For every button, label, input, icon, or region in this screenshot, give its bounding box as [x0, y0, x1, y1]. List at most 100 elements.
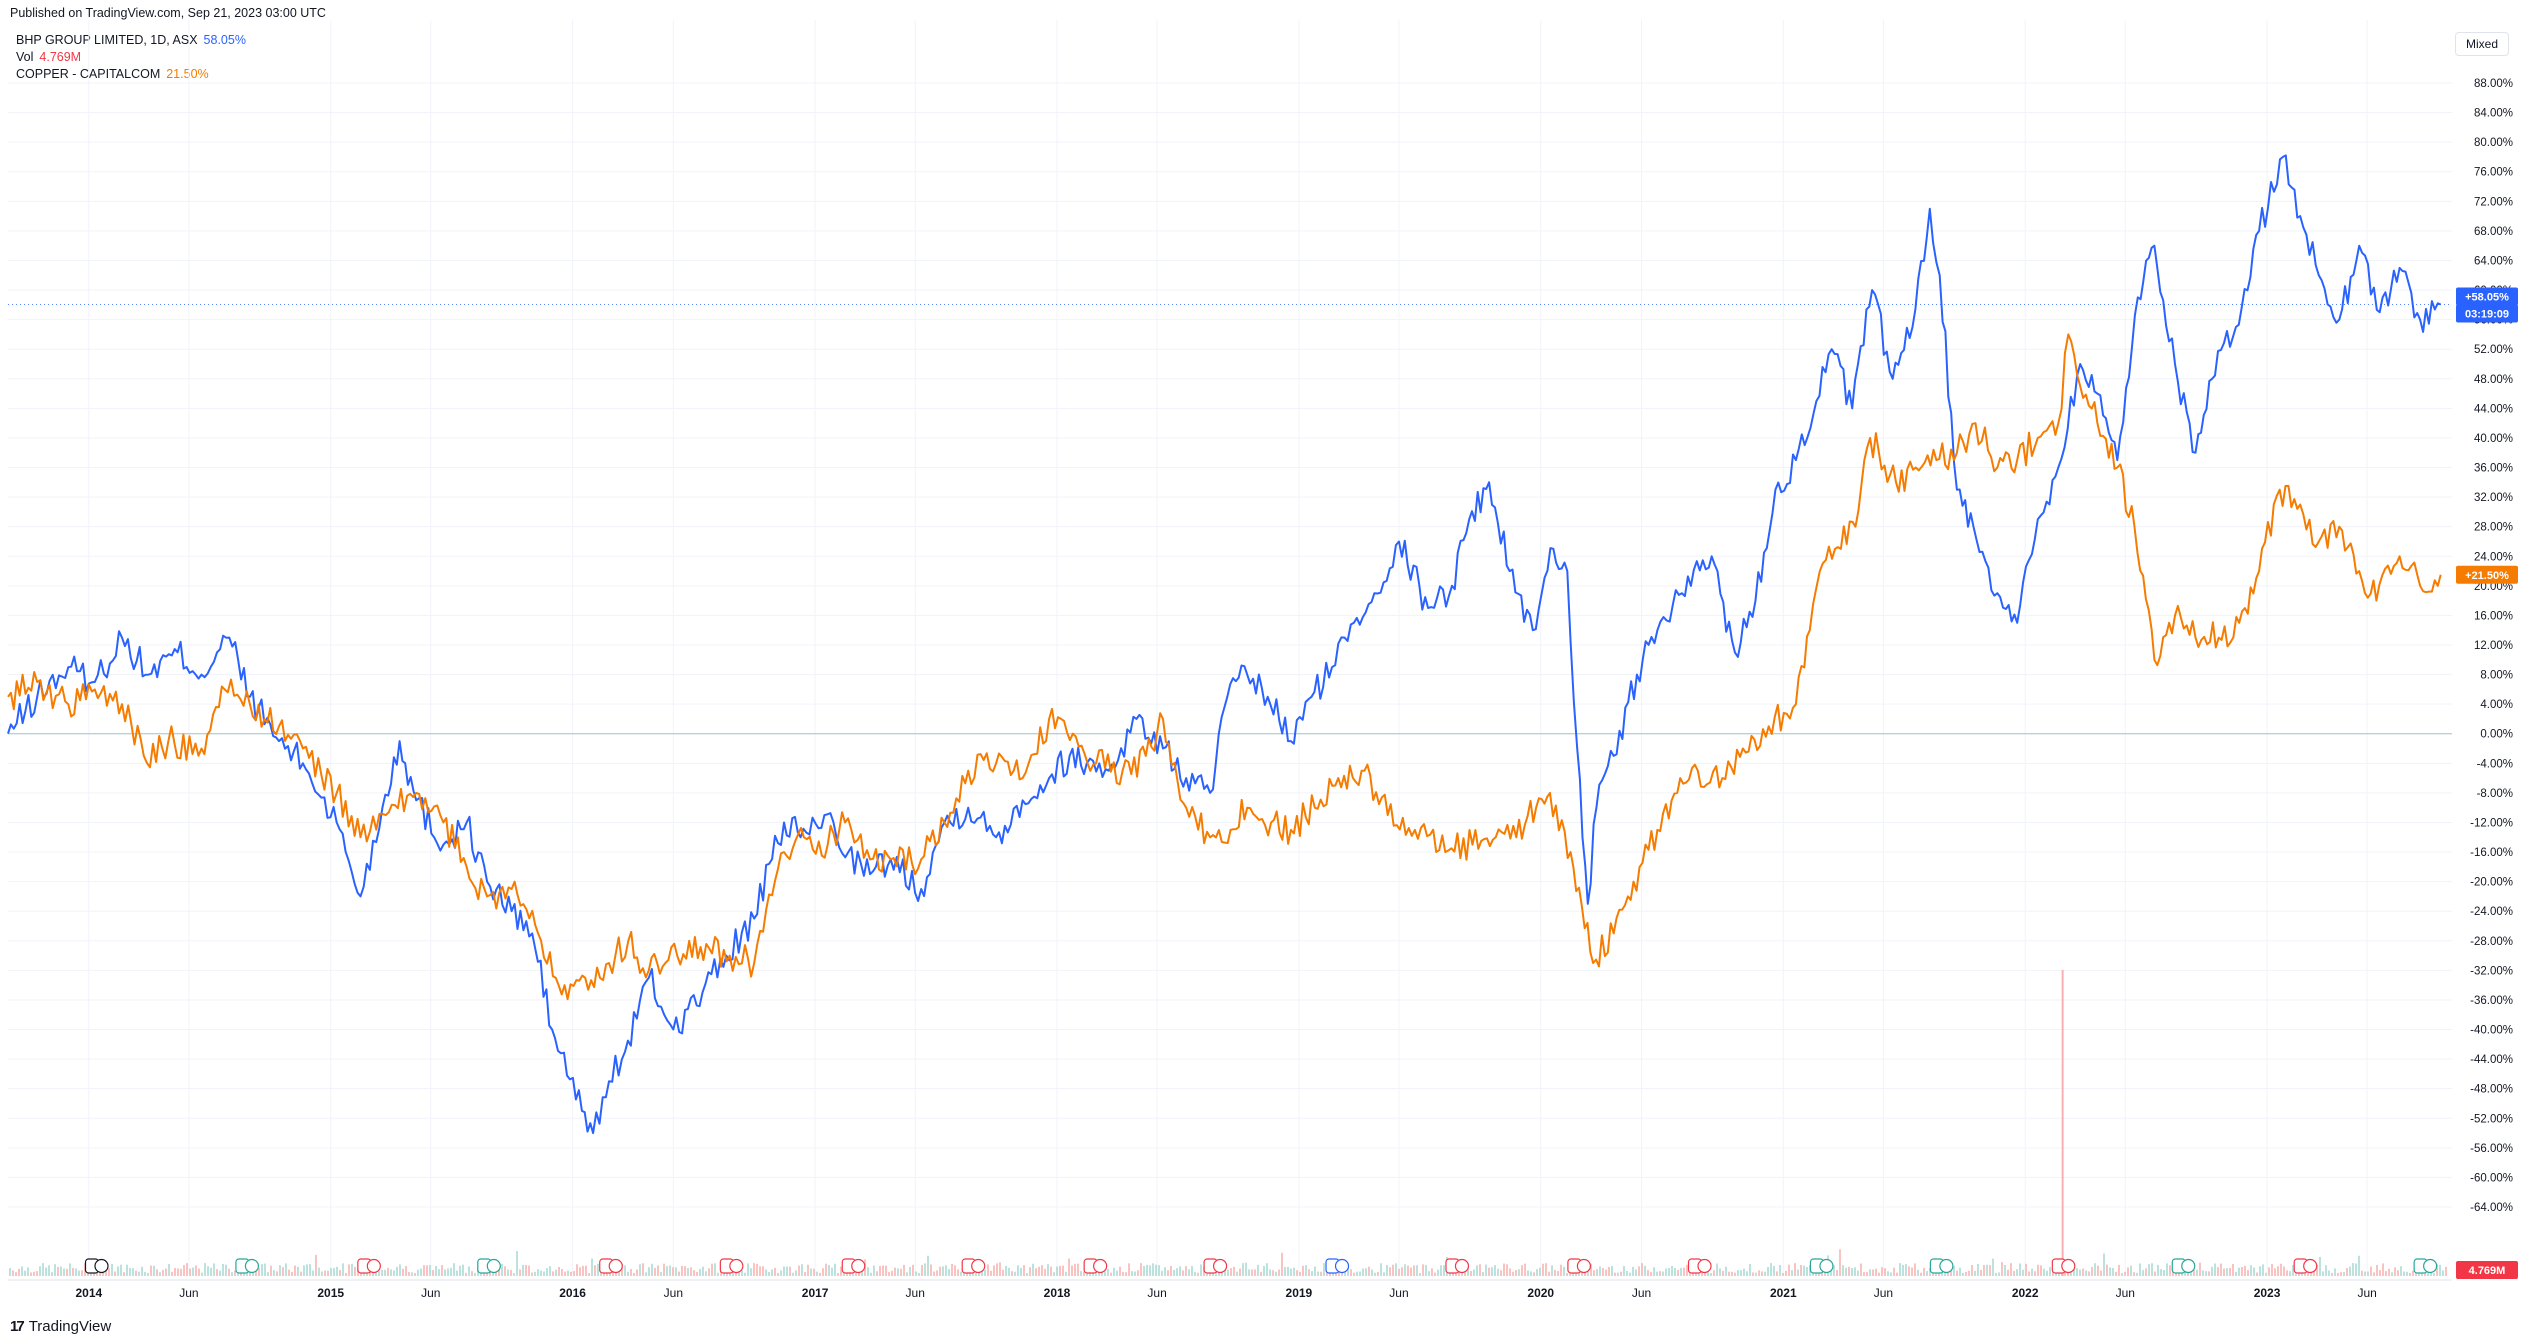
tradingview-brand[interactable]: 17 TradingView [10, 1318, 111, 1335]
scale-mode-button[interactable]: Mixed [2455, 32, 2509, 56]
volume-bar [1851, 1268, 1853, 1276]
volume-bar [417, 1269, 419, 1276]
legend-value-volume: 4.769M [39, 50, 82, 64]
volume-bar [1959, 1267, 1961, 1276]
price-labels: +58.05% 03:19:09 +21.50% 4.769M [2456, 287, 2518, 1279]
volume-value-tag: 4.769M [2456, 1261, 2518, 1279]
volume-bar [141, 1266, 143, 1276]
volume-bar [1281, 1252, 1283, 1276]
volume-bar [1509, 1268, 1511, 1276]
volume-bar [168, 1263, 170, 1276]
volume-bar [1824, 1270, 1826, 1276]
volume-bar [2079, 1269, 2081, 1276]
x-tick-label: Jun [1874, 1286, 1893, 1300]
volume-bar [135, 1270, 137, 1276]
volume-bar [636, 1269, 638, 1276]
bhp-countdown-tag-bg [2456, 304, 2518, 323]
volume-bar [912, 1264, 914, 1276]
volume-bar [303, 1265, 305, 1276]
volume-bar [1842, 1265, 1844, 1276]
volume-bar [588, 1272, 590, 1276]
volume-bar [753, 1263, 755, 1276]
volume-bar [1341, 1271, 1343, 1276]
volume-bar [2190, 1271, 2192, 1276]
volume-bar [2409, 1272, 2411, 1276]
volume-bar [1053, 1272, 1055, 1276]
volume-bar [1380, 1263, 1382, 1276]
volume-bar [2382, 1263, 2384, 1276]
volume-bar [1482, 1272, 1484, 1276]
volume-bar [1989, 1265, 1991, 1276]
y-tick-label: -52.00% [2470, 1113, 2513, 1125]
volume-bar [2127, 1267, 2129, 1276]
volume-bar [930, 1264, 932, 1276]
volume-bar [90, 1272, 92, 1276]
volume-bar [1527, 1270, 1529, 1276]
volume-bar [195, 1265, 197, 1276]
volume-bar [1953, 1265, 1955, 1276]
volume-bar [330, 1268, 332, 1276]
volume-bar [75, 1268, 77, 1276]
volume-bar [1593, 1270, 1595, 1276]
tradingview-logo-icon: 17 [10, 1318, 25, 1335]
volume-bar [1737, 1270, 1739, 1276]
volume-bar [1515, 1270, 1517, 1276]
volume-bar [1998, 1272, 2000, 1276]
x-tick-label: 2023 [2254, 1286, 2281, 1300]
volume-bar [2262, 1264, 2264, 1276]
volume-bar [1551, 1265, 1553, 1276]
volume-bar [2181, 1272, 2183, 1276]
volume-bar [1647, 1270, 1649, 1276]
volume-bar [1911, 1267, 1913, 1276]
volume-bar [1074, 1263, 1076, 1276]
volume-bar [1890, 1272, 1892, 1276]
volume-bar [831, 1267, 833, 1276]
volume-bar [2028, 1271, 2030, 1276]
bhp-countdown-tag: 03:19:09 [2456, 304, 2518, 323]
volume-bar [18, 1268, 20, 1276]
volume-bar [1782, 1272, 1784, 1276]
volume-bar [1491, 1267, 1493, 1276]
dividend-marker-icon [486, 1258, 501, 1274]
volume-bar [327, 1270, 329, 1276]
volume-bar [1920, 1272, 1922, 1276]
volume-bar [12, 1270, 14, 1276]
volume-bar [1437, 1269, 1439, 1276]
volume-bar [1077, 1263, 1079, 1276]
volume-bar [2235, 1271, 2237, 1276]
volume-bar [501, 1264, 503, 1276]
y-tick-label: 20.00% [2474, 581, 2513, 593]
volume-bar [30, 1272, 32, 1276]
volume-bar [1728, 1271, 1730, 1276]
volume-bar [1485, 1264, 1487, 1276]
volume-bar [2157, 1264, 2159, 1276]
volume-bar [297, 1266, 299, 1276]
volume-bar [1065, 1271, 1067, 1276]
volume-bar [2163, 1270, 2165, 1276]
volume-bar [1086, 1271, 1088, 1276]
volume-bar [708, 1268, 710, 1276]
y-tick-label: -12.00% [2470, 817, 2513, 829]
volume-bar [690, 1267, 692, 1276]
volume-bar [42, 1263, 44, 1276]
volume-bar [1425, 1265, 1427, 1276]
volume-bar [1776, 1271, 1778, 1276]
volume-bar [126, 1264, 128, 1276]
volume-bar [2406, 1271, 2408, 1276]
volume-bar [612, 1271, 614, 1276]
volume-bar [1038, 1266, 1040, 1276]
volume-bar [1878, 1272, 1880, 1276]
volume-bar [2244, 1265, 2246, 1276]
volume-bar [564, 1271, 566, 1276]
volume-bar [2049, 1267, 2051, 1276]
volume-bar [2397, 1270, 2399, 1276]
volume-bar [1398, 1268, 1400, 1276]
legend-row-volume[interactable]: Vol 4.769M [16, 49, 246, 66]
volume-bar [1290, 1268, 1292, 1276]
legend-row-copper[interactable]: COPPER - CAPITALCOM 21.50% [16, 66, 246, 83]
volume-bar [288, 1269, 290, 1276]
volume-bar [939, 1266, 941, 1276]
legend-row-bhp[interactable]: BHP GROUP LIMITED, 1D, ASX 58.05% [16, 32, 246, 49]
volume-bar [915, 1271, 917, 1276]
